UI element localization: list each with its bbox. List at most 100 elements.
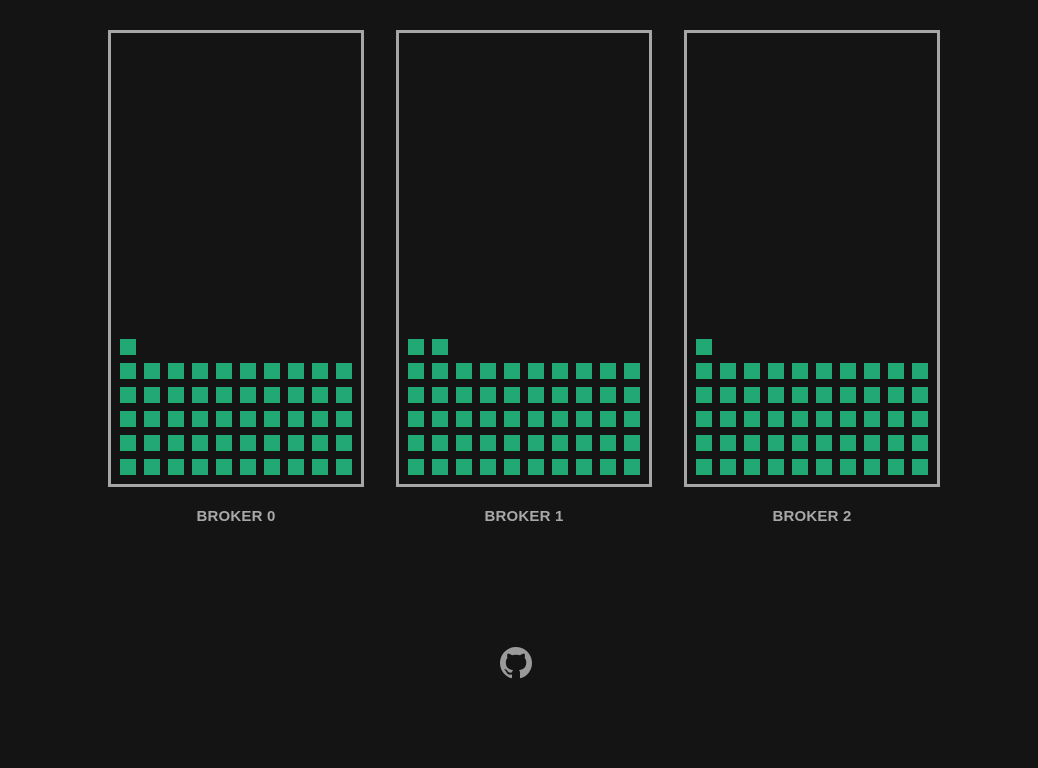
message-block bbox=[216, 387, 232, 403]
message-block bbox=[528, 411, 544, 427]
message-block bbox=[240, 363, 256, 379]
message-block bbox=[456, 459, 472, 475]
message-block bbox=[120, 363, 136, 379]
message-block bbox=[264, 387, 280, 403]
message-block bbox=[144, 411, 160, 427]
message-block bbox=[504, 387, 520, 403]
message-block bbox=[240, 459, 256, 475]
message-block bbox=[528, 435, 544, 451]
message-block bbox=[216, 459, 232, 475]
message-block bbox=[192, 387, 208, 403]
message-block bbox=[600, 435, 616, 451]
message-block bbox=[816, 411, 832, 427]
message-block bbox=[240, 411, 256, 427]
message-block bbox=[888, 459, 904, 475]
broker-1-queue bbox=[396, 30, 652, 487]
message-block bbox=[696, 339, 712, 355]
message-block bbox=[840, 363, 856, 379]
message-block bbox=[528, 459, 544, 475]
message-block bbox=[456, 387, 472, 403]
message-block bbox=[720, 411, 736, 427]
message-block bbox=[720, 459, 736, 475]
message-block bbox=[624, 435, 640, 451]
message-block bbox=[552, 387, 568, 403]
message-block bbox=[864, 459, 880, 475]
message-block bbox=[408, 363, 424, 379]
message-block bbox=[696, 363, 712, 379]
message-block bbox=[168, 363, 184, 379]
message-block bbox=[576, 363, 592, 379]
message-block bbox=[264, 435, 280, 451]
message-block bbox=[792, 387, 808, 403]
message-block bbox=[528, 387, 544, 403]
message-block bbox=[192, 459, 208, 475]
message-block bbox=[480, 435, 496, 451]
message-block bbox=[120, 435, 136, 451]
message-block bbox=[744, 435, 760, 451]
message-block bbox=[120, 387, 136, 403]
message-block bbox=[624, 363, 640, 379]
message-block bbox=[792, 435, 808, 451]
message-block bbox=[288, 411, 304, 427]
message-block bbox=[816, 435, 832, 451]
message-block bbox=[432, 387, 448, 403]
message-block bbox=[768, 387, 784, 403]
message-block bbox=[240, 435, 256, 451]
message-block bbox=[288, 435, 304, 451]
message-block bbox=[792, 411, 808, 427]
message-block bbox=[888, 435, 904, 451]
message-block bbox=[168, 411, 184, 427]
message-block bbox=[192, 363, 208, 379]
message-block bbox=[336, 363, 352, 379]
broker-1: BROKER 1 bbox=[396, 30, 652, 525]
github-link[interactable] bbox=[500, 647, 532, 679]
message-block bbox=[264, 363, 280, 379]
message-block bbox=[864, 435, 880, 451]
message-block bbox=[768, 435, 784, 451]
message-block bbox=[480, 387, 496, 403]
message-block bbox=[888, 387, 904, 403]
message-block bbox=[552, 459, 568, 475]
message-block bbox=[816, 387, 832, 403]
message-block bbox=[816, 459, 832, 475]
message-block bbox=[576, 387, 592, 403]
broker-2: BROKER 2 bbox=[684, 30, 940, 525]
message-block bbox=[144, 435, 160, 451]
message-block bbox=[528, 363, 544, 379]
message-block bbox=[144, 363, 160, 379]
message-block bbox=[168, 387, 184, 403]
message-block bbox=[840, 435, 856, 451]
message-block bbox=[480, 459, 496, 475]
broker-2-queue bbox=[684, 30, 940, 487]
message-block bbox=[504, 411, 520, 427]
message-block bbox=[840, 387, 856, 403]
message-block bbox=[168, 459, 184, 475]
message-block bbox=[552, 411, 568, 427]
github-icon bbox=[500, 647, 532, 679]
message-block bbox=[336, 387, 352, 403]
message-block bbox=[888, 363, 904, 379]
message-block bbox=[288, 387, 304, 403]
message-block bbox=[312, 459, 328, 475]
message-block bbox=[192, 435, 208, 451]
message-block bbox=[696, 435, 712, 451]
message-block bbox=[504, 435, 520, 451]
message-block bbox=[840, 411, 856, 427]
message-block bbox=[336, 411, 352, 427]
message-block bbox=[624, 387, 640, 403]
message-block bbox=[312, 387, 328, 403]
message-block bbox=[912, 363, 928, 379]
message-block bbox=[408, 411, 424, 427]
message-block bbox=[912, 459, 928, 475]
message-block bbox=[264, 411, 280, 427]
message-block bbox=[768, 459, 784, 475]
message-block bbox=[312, 363, 328, 379]
message-block bbox=[432, 435, 448, 451]
message-block bbox=[912, 435, 928, 451]
message-block bbox=[720, 387, 736, 403]
message-block bbox=[888, 411, 904, 427]
message-block bbox=[696, 387, 712, 403]
message-block bbox=[240, 387, 256, 403]
broker-0-label: BROKER 0 bbox=[196, 508, 276, 525]
